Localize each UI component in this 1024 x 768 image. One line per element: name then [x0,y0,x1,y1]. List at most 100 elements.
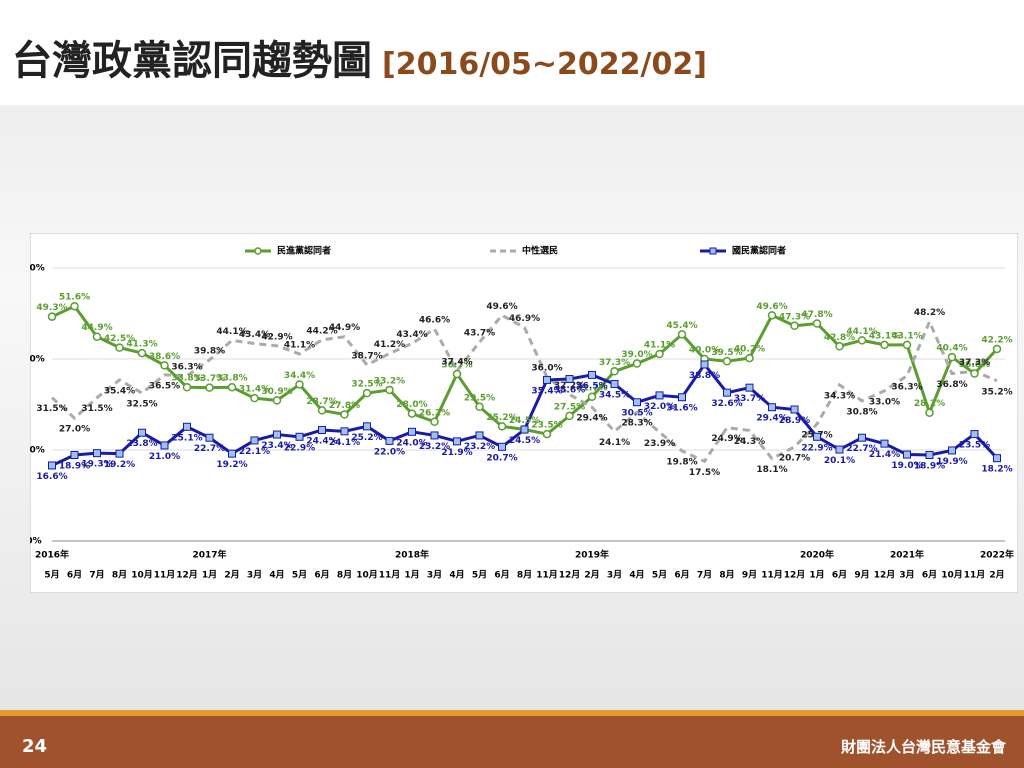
data-label: 33.7% [734,394,765,404]
marker [92,332,102,341]
legend-label: 中性選民 [522,245,558,257]
marker [678,393,686,402]
x-tick-label: 2月 [224,570,239,581]
marker [70,301,79,311]
x-tick-label: 1月 [404,570,419,581]
marker [453,437,461,446]
data-label: 21.0% [149,452,180,462]
marker [992,344,1002,354]
x-tick-label: 8月 [517,570,532,581]
data-label: 45.4% [666,321,697,331]
data-label: 48.2% [914,308,945,318]
y-tick-label: 20% [30,446,45,456]
data-label: 27.0% [59,425,90,435]
marker [948,446,956,455]
x-tick-label: 6月 [494,570,509,581]
data-label: 41.1% [284,340,315,350]
marker [205,383,214,392]
data-label: 49.6% [486,302,517,312]
marker [183,422,191,431]
data-label: 40.0% [689,346,720,356]
data-label: 19.8% [666,457,697,467]
marker [250,436,259,445]
data-label: 24.5% [509,436,540,446]
x-tick-label: 6月 [67,570,82,581]
x-tick-label: 5月 [292,570,307,581]
data-label: 27.8% [329,401,360,411]
x-tick-label: 11月 [536,570,558,581]
data-label: 44.1% [216,327,247,337]
data-label: 42.2% [981,335,1012,345]
data-label: 22.0% [374,447,405,457]
marker [498,442,506,451]
marker [227,382,237,392]
data-label: 20.7% [779,453,810,463]
marker [858,433,866,442]
data-label: 36.0% [531,364,562,374]
data-label: 46.9% [509,314,540,324]
x-tick-label: 8月 [337,570,352,581]
x-tick-label: 5月 [652,570,667,581]
marker [857,336,867,345]
x-tick-label: 7月 [89,570,104,581]
data-label: 32.0% [644,402,675,412]
data-label: 20.7% [486,453,517,463]
x-tick-label: 6月 [832,570,847,581]
data-label: 43.1% [869,331,900,341]
marker [475,402,484,412]
data-label: 49.6% [756,302,787,312]
marker [205,433,214,442]
data-label: 23.2% [464,442,495,452]
data-label: 36.3% [891,382,922,392]
marker [813,432,821,441]
data-label: 24.1% [599,438,630,448]
marker [272,396,282,405]
x-tick-label: 1月 [202,570,217,581]
series-line [50,313,998,464]
marker [295,432,304,441]
data-label: 32.5% [351,380,382,390]
data-label: 41.3% [126,340,157,350]
marker [723,388,731,397]
data-label: 18.2% [981,465,1012,475]
x-tick-label: 2月 [584,570,599,581]
x-tick-label: 10月 [356,570,378,581]
x-tick-label: 7月 [697,570,712,581]
marker [407,409,417,418]
x-tick-label: 11月 [154,570,176,581]
legend-marker [254,247,262,255]
marker [610,367,619,376]
x-tick-label: 12月 [559,570,581,581]
data-label: 29.4% [576,414,607,424]
marker [385,385,394,395]
organization: 財團法人台灣民意基金會 [840,738,1006,756]
marker [273,430,281,439]
data-label: 22.7% [846,444,877,454]
data-label: 47.3% [779,312,810,322]
marker [70,451,79,460]
marker [655,391,664,400]
data-label: 34.3% [824,391,855,401]
data-label: 42.9% [261,332,292,342]
data-label: 43.4% [239,330,270,340]
data-label: 33.8% [216,374,247,384]
x-tick-label: 12月 [784,570,806,581]
data-label: 37.3% [599,358,630,368]
marker [48,461,56,470]
data-label: 28.3% [621,419,652,429]
data-label: 44.9% [329,323,360,333]
year-label: 2020年 [800,549,834,561]
x-tick-label: 11月 [964,570,986,581]
marker [745,353,754,363]
marker [970,430,979,439]
marker [835,342,844,351]
marker [587,392,597,402]
year-label: 2017年 [192,549,226,561]
y-tick-label: 40% [30,355,45,365]
marker [93,449,101,458]
data-label: 49.3% [36,303,67,313]
data-label: 31.5% [81,404,112,414]
marker [430,431,439,440]
data-label: 32.6% [711,399,742,409]
x-tick-label: 5月 [472,570,487,581]
